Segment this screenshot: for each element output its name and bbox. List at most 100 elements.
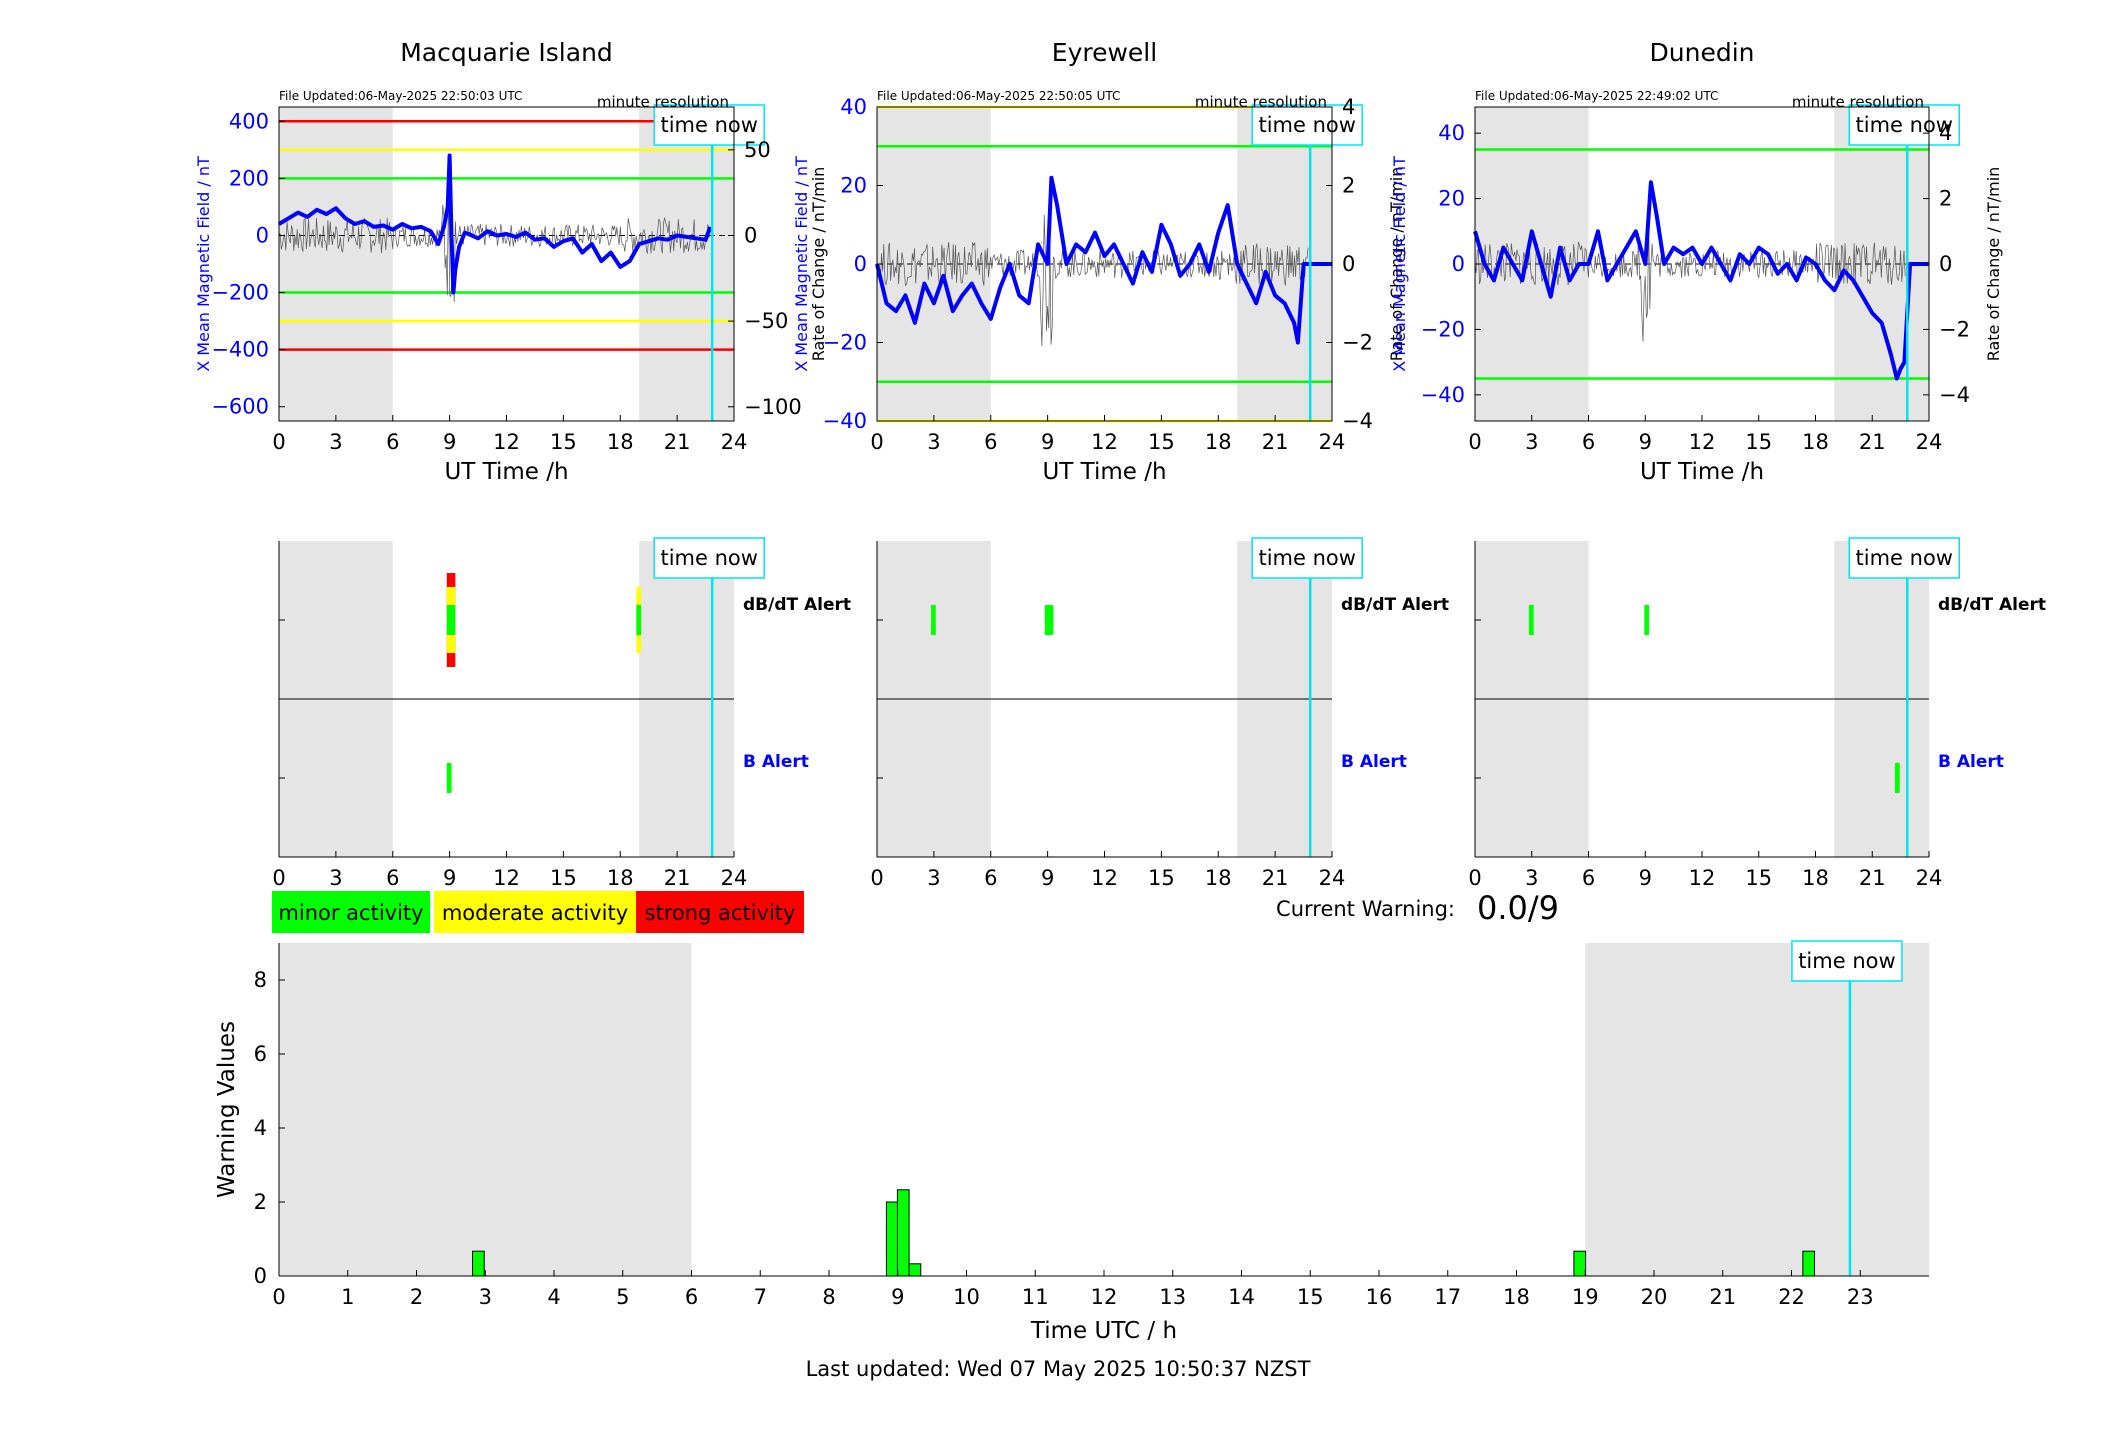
y-tick-label: 8 — [254, 968, 267, 992]
x-tick-label: 15 — [550, 866, 577, 890]
y-right-tick-label: 4 — [1342, 95, 1355, 119]
x-tick-label: 10 — [953, 1285, 980, 1309]
x-tick-label: 0 — [870, 866, 883, 890]
x-tick-label: 6 — [685, 1285, 698, 1309]
x-tick-label: 1 — [341, 1285, 354, 1309]
dbdt-alert-mark-1 — [446, 605, 456, 635]
x-tick-label: 22 — [1778, 1285, 1805, 1309]
dbdt-alert-mark-2 — [1644, 605, 1650, 635]
dbdt-alert-label: dB/dT Alert — [1341, 595, 1449, 615]
night-shading-1 — [279, 107, 393, 421]
y-tick-label: −20 — [1421, 317, 1465, 341]
y-tick-label: 20 — [1438, 187, 1465, 211]
y-right-axis-label: Rate of Change / nT/min — [1387, 167, 1406, 362]
x-tick-label: 18 — [1205, 866, 1232, 890]
x-tick-label: 12 — [1689, 866, 1716, 890]
file-updated-text: File Updated:06-May-2025 22:50:03 UTC — [279, 89, 522, 103]
legend-strong-swatch — [636, 891, 804, 933]
x-tick-label: 4 — [547, 1285, 560, 1309]
y-tick-label: 40 — [840, 95, 867, 119]
x-tick-label: 23 — [1847, 1285, 1874, 1309]
last-updated-footer: Last updated: Wed 07 May 2025 10:50:37 N… — [806, 1357, 1311, 1381]
y-tick-label: −600 — [211, 395, 269, 419]
x-tick-label: 0 — [272, 866, 285, 890]
x-tick-label: 3 — [329, 866, 342, 890]
panel-1-time-now-label: time now — [660, 113, 757, 137]
alert-1-time-now-box — [653, 537, 765, 579]
panel-1-time-now-box — [653, 104, 765, 146]
y-axis-label: X Mean Magnetic Field / nT — [792, 156, 811, 372]
b-alert-mark-1 — [446, 763, 452, 793]
dbdt-alert-mark-2 — [636, 605, 642, 635]
dbdt-alert-mark-2 — [1044, 605, 1054, 635]
y-right-tick-label: 2 — [1342, 174, 1355, 198]
y-tick-label: 6 — [254, 1042, 267, 1066]
y-tick-label: 0 — [254, 1264, 267, 1288]
file-updated-text: File Updated:06-May-2025 22:50:05 UTC — [877, 89, 1120, 103]
y-axis-label: X Mean Magnetic Field / nT — [1390, 156, 1409, 372]
x-tick-label: 18 — [1802, 866, 1829, 890]
x-tick-label: 24 — [721, 430, 748, 454]
station-title: Macquarie Island — [400, 38, 613, 67]
x-tick-label: 18 — [1205, 430, 1232, 454]
night-shading-1 — [279, 943, 692, 1276]
y-tick-label: 4 — [254, 1116, 267, 1140]
x-tick-label: 15 — [1148, 866, 1175, 890]
alert-3-time-now-box — [1848, 537, 1960, 579]
x-tick-label: 3 — [927, 866, 940, 890]
alert-2-time-now-box — [1251, 537, 1363, 579]
y-tick-label: 2 — [254, 1190, 267, 1214]
y-tick-label: 0 — [854, 252, 867, 276]
x-tick-label: 20 — [1641, 1285, 1668, 1309]
x-tick-label: 12 — [493, 866, 520, 890]
x-tick-label: 7 — [754, 1285, 767, 1309]
panel-3-time-now-box — [1848, 104, 1960, 146]
alert-2-time-now-label: time now — [1258, 546, 1355, 570]
y-tick-label: 400 — [229, 109, 269, 133]
x-tick-label: 6 — [1582, 866, 1595, 890]
legend-minor-swatch — [272, 891, 430, 933]
station-title: Eyrewell — [1052, 38, 1157, 67]
x-tick-label: 18 — [607, 430, 634, 454]
warning-bar-5 — [1573, 1250, 1587, 1277]
x-tick-label: 12 — [1091, 430, 1118, 454]
resolution-text: minute resolution — [1195, 93, 1327, 111]
x-tick-label: 5 — [616, 1285, 629, 1309]
warning-bar-1 — [472, 1250, 485, 1277]
legend-moderate-label: moderate activity — [442, 901, 628, 925]
y-right-axis-label: Rate of Change / nT/min — [1984, 167, 2003, 362]
alert-1-time-now-label: time now — [660, 546, 757, 570]
magnetometer-panel-1: time now 0 3 6 9 12 15 18 21 24 UT Time /h −600 −400… — [194, 38, 828, 485]
y-tick-label: 0 — [1452, 252, 1465, 276]
legend-moderate-swatch — [434, 891, 636, 933]
x-tick-label: 6 — [984, 866, 997, 890]
panel-2-time-now-label: time now — [1258, 113, 1355, 137]
y-right-tick-label: −50 — [744, 309, 788, 333]
warning-time-now-box — [1791, 940, 1903, 982]
x-tick-label: 8 — [822, 1285, 835, 1309]
y-right-tick-label: 0 — [744, 223, 757, 247]
resolution-text: minute resolution — [597, 93, 729, 111]
x-tick-label: 21 — [664, 866, 691, 890]
file-updated-text: File Updated:06-May-2025 22:49:02 UTC — [1475, 89, 1718, 103]
y-axis-label: Warning Values — [214, 1021, 240, 1198]
x-tick-label: 21 — [1859, 866, 1886, 890]
alert-3-time-now-label: time now — [1856, 546, 1953, 570]
x-tick-label: 9 — [1041, 866, 1054, 890]
x-tick-label: 15 — [1745, 866, 1772, 890]
x-tick-label: 3 — [329, 430, 342, 454]
legend-strong-label: strong activity — [645, 901, 796, 925]
warning-bar-2 — [885, 1201, 899, 1277]
panel-3-time-now-label: time now — [1856, 113, 1953, 137]
y-tick-label: −200 — [211, 281, 269, 305]
y-right-tick-label: 0 — [1342, 252, 1355, 276]
y-tick-label: −40 — [1421, 383, 1465, 407]
alert-panel-2: time now 0 3 6 9 12 15 18 21 24 dB/dT Alert B Alert — [870, 537, 1449, 890]
y-right-tick-label: 0 — [1939, 252, 1952, 276]
x-tick-label: 12 — [1091, 1285, 1118, 1309]
x-tick-label: 6 — [984, 430, 997, 454]
x-tick-label: 14 — [1228, 1285, 1255, 1309]
